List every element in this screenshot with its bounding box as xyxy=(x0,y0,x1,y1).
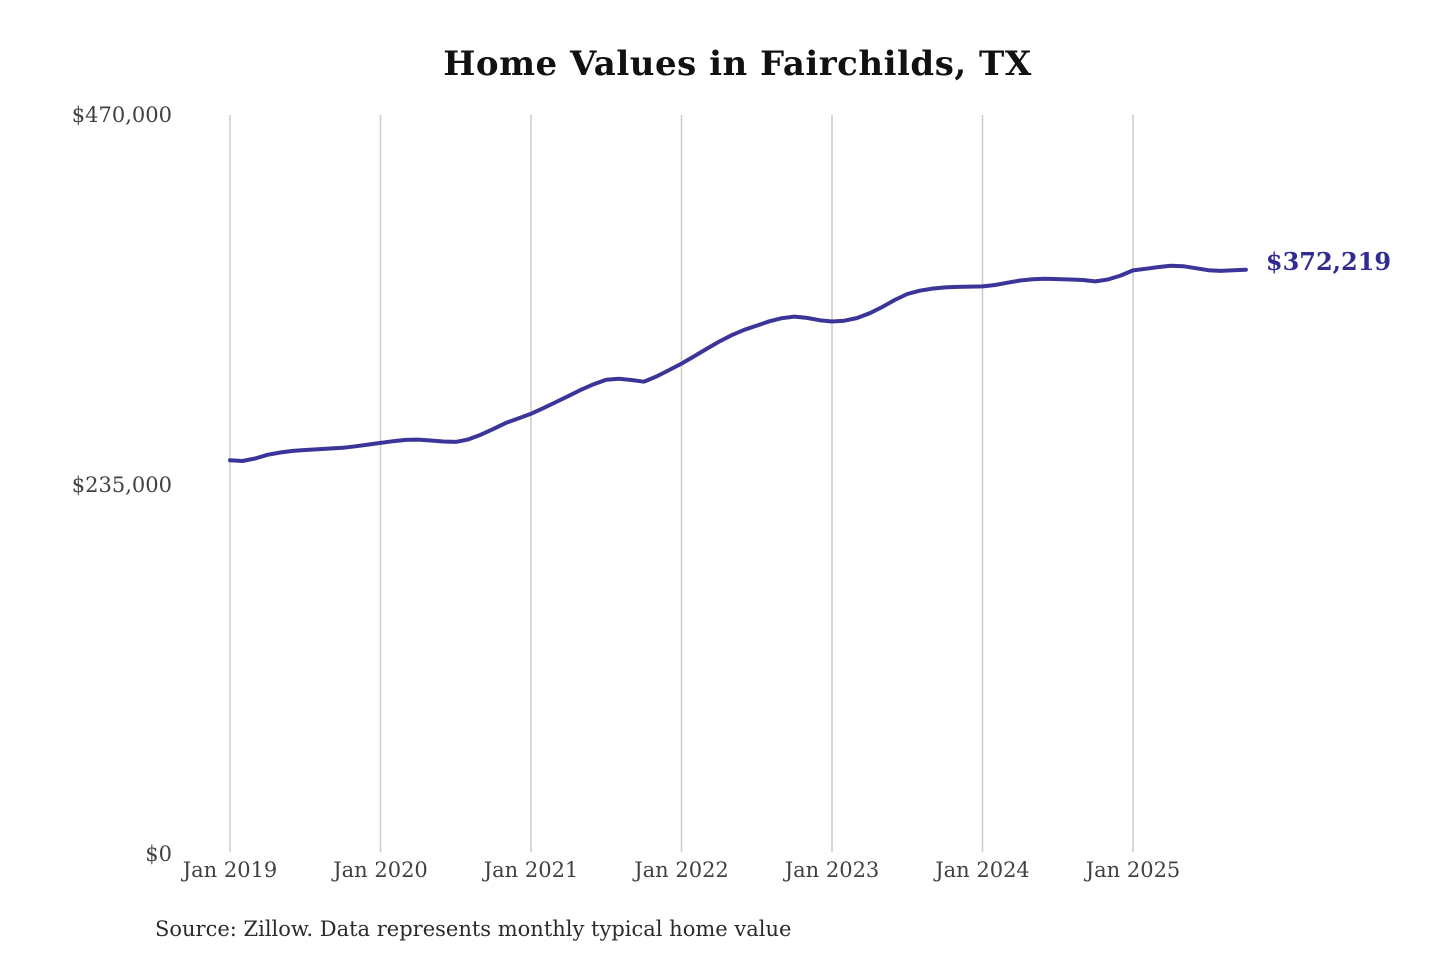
y-tick-label: $470,000 xyxy=(71,103,172,127)
x-tick-label: Jan 2020 xyxy=(333,858,428,882)
source-note: Source: Zillow. Data represents monthly … xyxy=(155,917,792,941)
x-tick-label: Jan 2023 xyxy=(784,858,880,882)
x-tick-label: Jan 2019 xyxy=(182,858,278,882)
x-tick-label: Jan 2021 xyxy=(483,858,579,882)
x-tick-label: Jan 2025 xyxy=(1085,858,1181,882)
chart-title: Home Values in Fairchilds, TX xyxy=(443,44,1032,84)
y-tick-label: $235,000 xyxy=(71,472,172,497)
y-tick-label: $0 xyxy=(145,842,172,866)
x-tick-label: Jan 2024 xyxy=(935,858,1030,882)
home-value-line xyxy=(228,263,1248,463)
gridlines xyxy=(229,115,1134,852)
x-tick-label: Jan 2022 xyxy=(634,858,729,882)
latest-value-label: $372,219 xyxy=(1265,246,1392,276)
